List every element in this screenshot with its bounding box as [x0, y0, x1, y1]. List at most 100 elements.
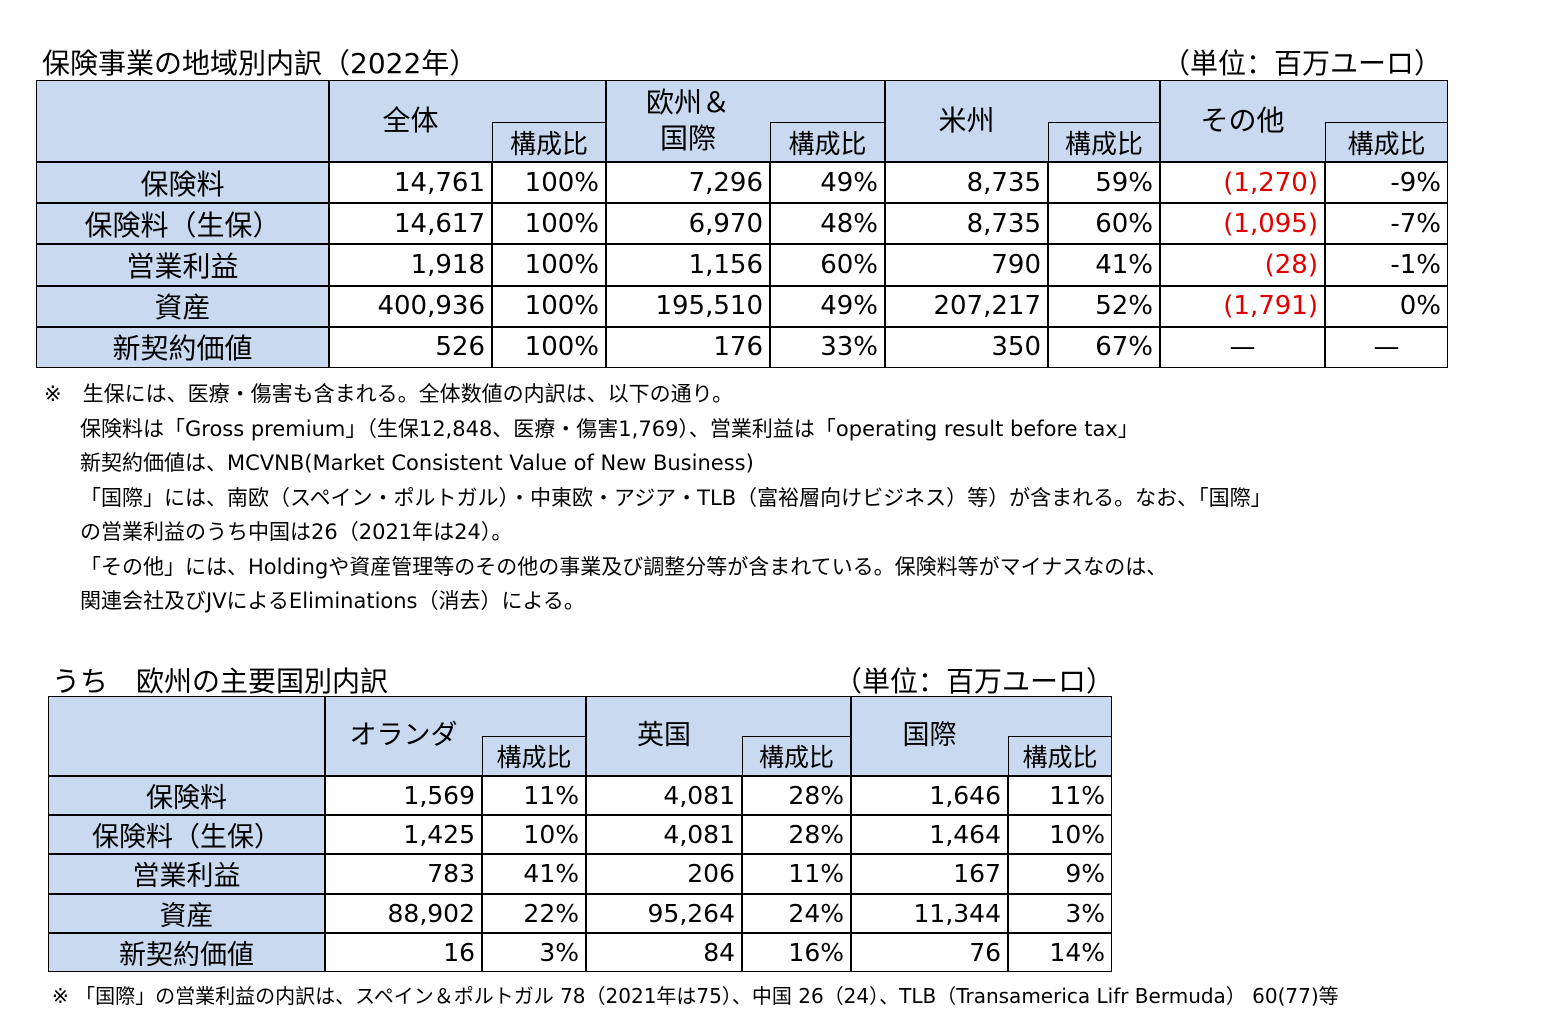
row-label: 新契約価値: [48, 932, 325, 972]
note-line: 「その他」には、Holdingや資産管理等のその他の事業及び調整分等が含まれてい…: [80, 554, 1168, 579]
sub-header: 構成比: [1008, 736, 1112, 776]
row-label: 資産: [36, 285, 329, 327]
table2-note: ※ 「国際」の営業利益の内訳は、スペイン＆ポルトガル 78（2021年は75）、…: [52, 984, 1339, 1008]
table-cell: 790: [885, 244, 1048, 286]
table-cell: -7%: [1325, 203, 1448, 245]
note-line: の営業利益のうち中国は26（2021年は24）。: [80, 520, 513, 544]
table-cell: 59%: [1048, 162, 1160, 204]
row-label: 営業利益: [36, 244, 329, 286]
note-line: 新契約価値は、MCVNB(Market Consistent Value of …: [80, 451, 754, 475]
table-cell: 176: [606, 326, 770, 368]
sub-header: 構成比: [1048, 122, 1160, 162]
table-cell: 100%: [492, 326, 606, 368]
table-cell: 28%: [742, 815, 851, 855]
table-cell: 8,735: [885, 203, 1048, 245]
sub-header: 構成比: [770, 122, 885, 162]
table-cell: 76: [851, 932, 1008, 972]
table-cell: 49%: [770, 162, 885, 204]
table-cell: 11%: [742, 854, 851, 894]
table-cell: 167: [851, 854, 1008, 894]
table-cell: 16%: [742, 932, 851, 972]
group-name: 全体: [382, 103, 439, 137]
table-cell: 14,761: [329, 162, 492, 204]
row-label: 営業利益: [48, 854, 325, 894]
table1-unit: （単位：百万ユーロ）: [1161, 47, 1442, 80]
table-cell: 8,735: [885, 162, 1048, 204]
group-name: その他: [1200, 103, 1285, 137]
table-cell: 49%: [770, 285, 885, 327]
row-label: 新契約価値: [36, 326, 329, 368]
table-cell: 52%: [1048, 285, 1160, 327]
table-cell: 207,217: [885, 285, 1048, 327]
header-corner: [36, 80, 329, 162]
table-cell: 16: [325, 932, 482, 972]
table-cell: 60%: [1048, 203, 1160, 245]
table-cell: 7,296: [606, 162, 770, 204]
table1-title: 保険事業の地域別内訳（2022年）: [42, 47, 478, 80]
table-cell: 84: [586, 932, 742, 972]
row-label: 資産: [48, 893, 325, 933]
table-cell: (1,095): [1160, 203, 1325, 245]
table2-title: うち 欧州の主要国別内訳: [52, 665, 389, 698]
table-cell: (1,270): [1160, 162, 1325, 204]
table-cell: 6,970: [606, 203, 770, 245]
table-cell: (1,791): [1160, 285, 1325, 327]
table-cell: 100%: [492, 285, 606, 327]
table-cell: 95,264: [586, 893, 742, 933]
row-label: 保険料: [48, 776, 325, 816]
table-cell: 24%: [742, 893, 851, 933]
table-cell: —: [1325, 326, 1448, 368]
table-cell: 100%: [492, 203, 606, 245]
note-line: 「国際」には、南欧（スペイン・ポルトガル）・中東欧・アジア・TLB（富裕層向けビ…: [80, 485, 1272, 510]
table-cell: (28): [1160, 244, 1325, 286]
table-cell: 9%: [1008, 854, 1112, 894]
table-cell: -1%: [1325, 244, 1448, 286]
table-cell: 195,510: [606, 285, 770, 327]
note-line: ※ 生保には、医療・傷害も含まれる。全体数値の内訳は、以下の通り。: [44, 382, 734, 406]
sub-header: 構成比: [1325, 122, 1448, 162]
table-cell: —: [1160, 326, 1325, 368]
table-cell: 526: [329, 326, 492, 368]
table-cell: 1,569: [325, 776, 482, 816]
row-label: 保険料: [36, 162, 329, 204]
table-cell: 400,936: [329, 285, 492, 327]
sub-header: 構成比: [482, 736, 586, 776]
note-line: 関連会社及びJVによるEliminations（消去）による。: [80, 589, 585, 613]
table-cell: 67%: [1048, 326, 1160, 368]
table-cell: 4,081: [586, 815, 742, 855]
sub-header: 構成比: [492, 122, 606, 162]
table-cell: 48%: [770, 203, 885, 245]
table-cell: 88,902: [325, 893, 482, 933]
table-cell: 0%: [1325, 285, 1448, 327]
header-corner: [48, 696, 325, 776]
table-cell: 60%: [770, 244, 885, 286]
group-name: 米州: [938, 103, 995, 137]
table-cell: 28%: [742, 776, 851, 816]
table-cell: 1,646: [851, 776, 1008, 816]
note-line: 保険料は「Gross premium」（生保12,848、医療・傷害1,769）…: [80, 416, 1139, 441]
table-cell: 1,464: [851, 815, 1008, 855]
table-cell: 783: [325, 854, 482, 894]
table-cell: 11%: [482, 776, 586, 816]
row-label: 保険料（生保）: [48, 815, 325, 855]
table-cell: 22%: [482, 893, 586, 933]
table-cell: 1,156: [606, 244, 770, 286]
table-cell: 100%: [492, 244, 606, 286]
group-header: [329, 80, 606, 162]
table2-unit: （単位：百万ユーロ）: [834, 665, 1115, 698]
table-cell: 1,918: [329, 244, 492, 286]
table-cell: 100%: [492, 162, 606, 204]
table-cell: 41%: [1048, 244, 1160, 286]
group-name: 英国: [637, 720, 691, 752]
table-cell: 14%: [1008, 932, 1112, 972]
table-cell: 4,081: [586, 776, 742, 816]
group-name: 国際: [902, 720, 957, 752]
table-cell: 10%: [482, 815, 586, 855]
table-cell: 3%: [482, 932, 586, 972]
row-label: 保険料（生保）: [36, 203, 329, 245]
table-cell: 11%: [1008, 776, 1112, 816]
table-cell: 10%: [1008, 815, 1112, 855]
table-cell: 350: [885, 326, 1048, 368]
group-name: 欧州＆ 国際: [645, 85, 730, 155]
table-cell: 41%: [482, 854, 586, 894]
